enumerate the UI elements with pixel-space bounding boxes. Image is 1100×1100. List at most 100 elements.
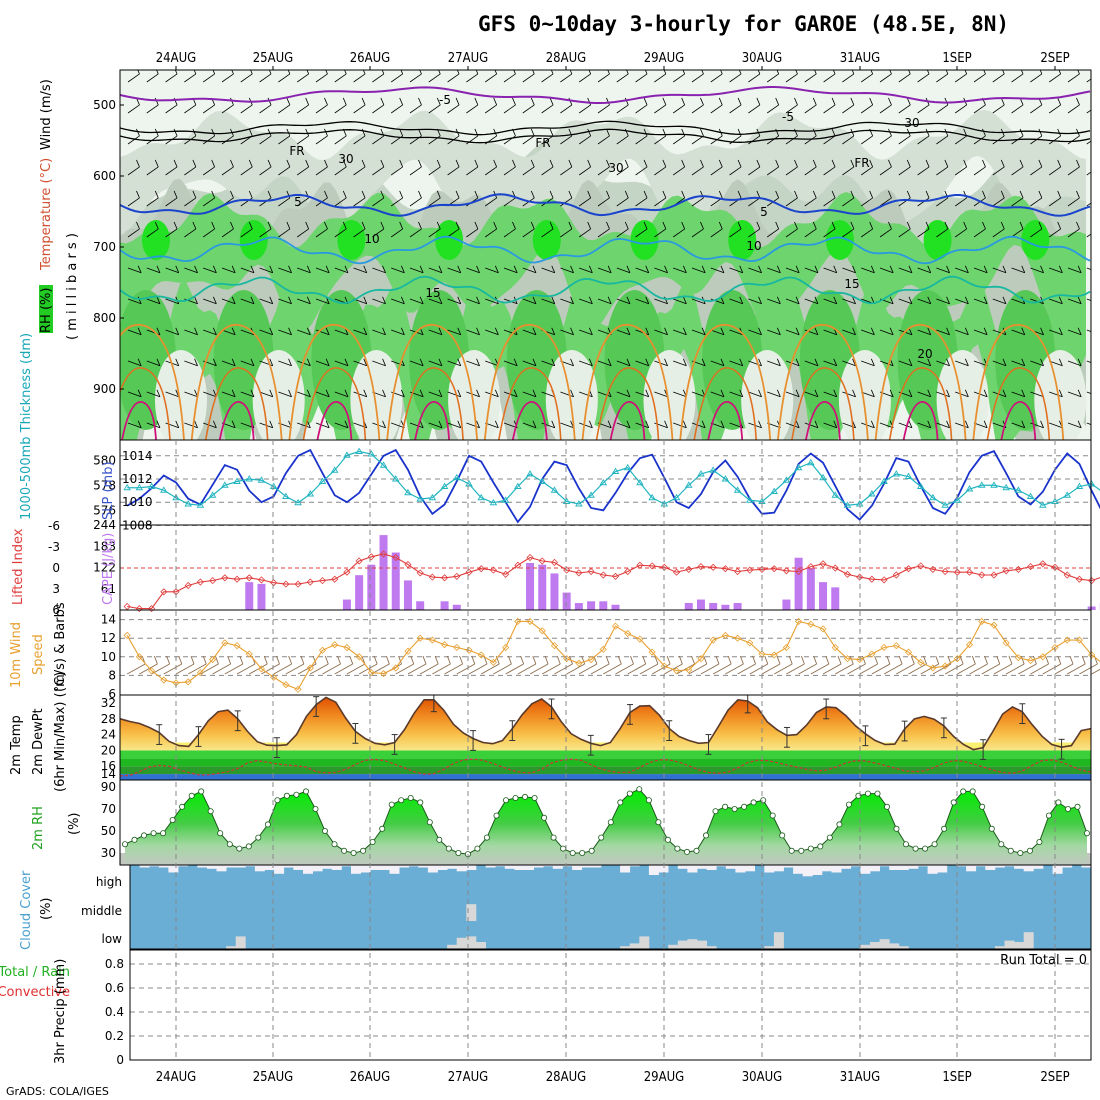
wind-barb-flag (681, 221, 686, 230)
li-point (563, 566, 571, 574)
surface-wind-barb-flag (630, 655, 634, 665)
wind-speed-point (929, 664, 937, 672)
wind-barb (409, 166, 422, 176)
li-point (782, 567, 790, 575)
contour-30 (218, 401, 255, 440)
cloud-cell (725, 865, 736, 869)
cloud-cell (687, 939, 698, 949)
wind-barb (541, 360, 555, 367)
wind-barb (1086, 109, 1091, 114)
wind-barb (390, 73, 403, 83)
wind-barb-flag (739, 389, 744, 397)
wind-barb (127, 391, 142, 398)
wind-barb (579, 360, 593, 367)
wind-barb-flag (474, 221, 479, 230)
wind-barb (973, 360, 988, 367)
wind-barb-flag (248, 221, 253, 230)
surface-wind-barb-flag (178, 655, 183, 665)
wind-speed-point (306, 664, 314, 672)
wind-barb (278, 135, 291, 145)
cloud-cell (668, 944, 679, 949)
cloud-cell (274, 865, 285, 874)
surface-wind-barb (676, 663, 695, 675)
wind-barb-flag (831, 159, 836, 168)
wind-barb-flag (494, 389, 499, 397)
wind-barb (691, 422, 706, 429)
li-point (672, 568, 681, 576)
surface-wind-barb (1091, 668, 1100, 675)
rh-point (664, 836, 671, 843)
wind-barb (785, 298, 800, 305)
wind-barb-flag (173, 221, 178, 230)
wind-barb-flag (399, 190, 404, 199)
wind-barb (315, 166, 328, 176)
wind-barb (1086, 202, 1091, 207)
wind-barb-flag (756, 190, 761, 199)
thickness-point (221, 481, 229, 488)
wind-barb-flag (889, 389, 894, 397)
wind-barb-flag (1057, 221, 1062, 230)
cloud-level-low: low (102, 932, 123, 946)
cloud-cell (879, 865, 890, 867)
wind-barb (1011, 298, 1025, 305)
wind-barb-flag (626, 265, 631, 273)
wind-barb-flag (833, 296, 838, 304)
wind-barb-flag (870, 358, 875, 366)
cloud-cell (331, 865, 342, 870)
surface-wind-barb (908, 663, 927, 675)
wind-speed-point (672, 667, 681, 675)
wind-barb (710, 360, 725, 367)
wind-barb-flag (681, 159, 686, 168)
wind-barb (1086, 233, 1091, 238)
wind-barb-flag (889, 265, 894, 273)
wind-barb (259, 228, 272, 238)
thickness-point (941, 501, 949, 508)
rh-point (255, 834, 262, 841)
wind-barb (673, 329, 687, 336)
wind-barb-flag (795, 327, 800, 335)
wind-barb-flag (1076, 221, 1080, 230)
cloud-cell (437, 865, 448, 870)
wind-barb (485, 329, 499, 336)
rh-tick-label: 70 (101, 802, 116, 816)
li-point (514, 561, 522, 569)
wind-barb (353, 197, 366, 207)
rh-point (645, 797, 652, 804)
rh-point (950, 799, 957, 806)
wind-barb-flag (908, 420, 913, 428)
wind-barb-flag (532, 358, 537, 366)
thickness-point (391, 475, 400, 482)
wind-barb (710, 104, 723, 114)
wind-speed-point (489, 658, 497, 666)
wind-barb-flag (944, 221, 949, 230)
wind-barb (127, 267, 142, 274)
wind-barb-flag (549, 97, 554, 106)
wind-barb-flag (551, 327, 556, 335)
wind-barb (1011, 73, 1024, 83)
precip-grid (130, 963, 1091, 1037)
wind-barb-flag (493, 97, 498, 106)
surface-wind-barb-flag (666, 655, 671, 665)
wind-barb (466, 135, 479, 145)
slp-tick-label: 1010 (122, 495, 153, 509)
wind-speed-point (819, 625, 827, 633)
wind-barb-flag (399, 159, 404, 168)
wind-barb-flag (1058, 358, 1063, 366)
surface-wind-barb (578, 663, 598, 675)
cloud-cell (706, 946, 717, 949)
surface-wind-barb (786, 663, 805, 675)
wind-barb (860, 135, 873, 145)
wind-barb (804, 267, 819, 274)
contour-25 (120, 367, 171, 440)
wind-barb (729, 329, 743, 336)
rh-point (712, 808, 719, 815)
wind-barb (240, 329, 255, 336)
surface-wind-barb (590, 663, 610, 675)
wind-barb (955, 329, 969, 336)
wind-barb-flag (363, 265, 368, 273)
wind-speed-point (367, 669, 375, 677)
rh-point (502, 797, 509, 804)
wind-barb (785, 329, 800, 336)
